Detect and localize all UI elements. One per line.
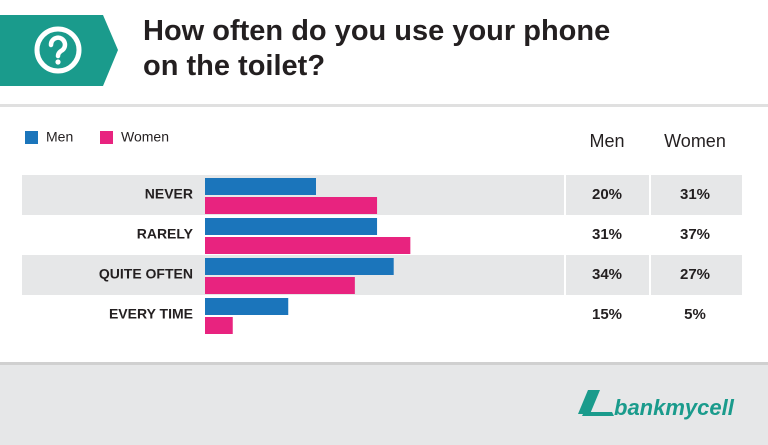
logo-icon bbox=[578, 390, 614, 416]
value-label: 31% bbox=[680, 186, 710, 203]
legend-swatch bbox=[100, 131, 113, 144]
column-header: Men bbox=[589, 131, 624, 151]
value-label: 27% bbox=[680, 266, 710, 283]
chart-title: How often do you use your phone on the t… bbox=[143, 15, 611, 82]
bar bbox=[205, 317, 233, 334]
column-header: Women bbox=[664, 131, 726, 151]
category-label: NEVER bbox=[145, 186, 193, 202]
brand: bankmycell bbox=[614, 395, 735, 420]
category-label: QUITE OFTEN bbox=[99, 266, 193, 282]
legend-label: Men bbox=[46, 129, 73, 145]
value-label: 5% bbox=[684, 306, 706, 323]
bar bbox=[205, 237, 411, 254]
icon-question bbox=[48, 35, 68, 59]
legend-label: Women bbox=[121, 129, 169, 145]
value-label: 20% bbox=[592, 186, 622, 203]
row-band bbox=[22, 175, 742, 215]
icon-dot bbox=[55, 59, 61, 65]
category-label: EVERY TIME bbox=[109, 306, 193, 322]
bar bbox=[205, 178, 316, 195]
logo-base bbox=[582, 412, 614, 416]
bar bbox=[205, 277, 355, 294]
logo-shape bbox=[578, 390, 600, 414]
bar bbox=[205, 197, 378, 214]
legend-swatch bbox=[25, 131, 38, 144]
icon-circle bbox=[34, 26, 82, 74]
value-label: 34% bbox=[592, 266, 622, 283]
value-label: 37% bbox=[680, 226, 710, 243]
value-label: 31% bbox=[592, 226, 622, 243]
value-label: 15% bbox=[592, 306, 622, 323]
bar bbox=[205, 298, 289, 315]
footer-divider bbox=[0, 362, 768, 365]
bar bbox=[205, 258, 394, 275]
header-divider bbox=[0, 104, 768, 107]
footer bbox=[0, 365, 768, 445]
title-box: How often do you use your phone on the t… bbox=[143, 15, 611, 82]
category-label: RARELY bbox=[137, 226, 194, 242]
bar bbox=[205, 218, 378, 235]
